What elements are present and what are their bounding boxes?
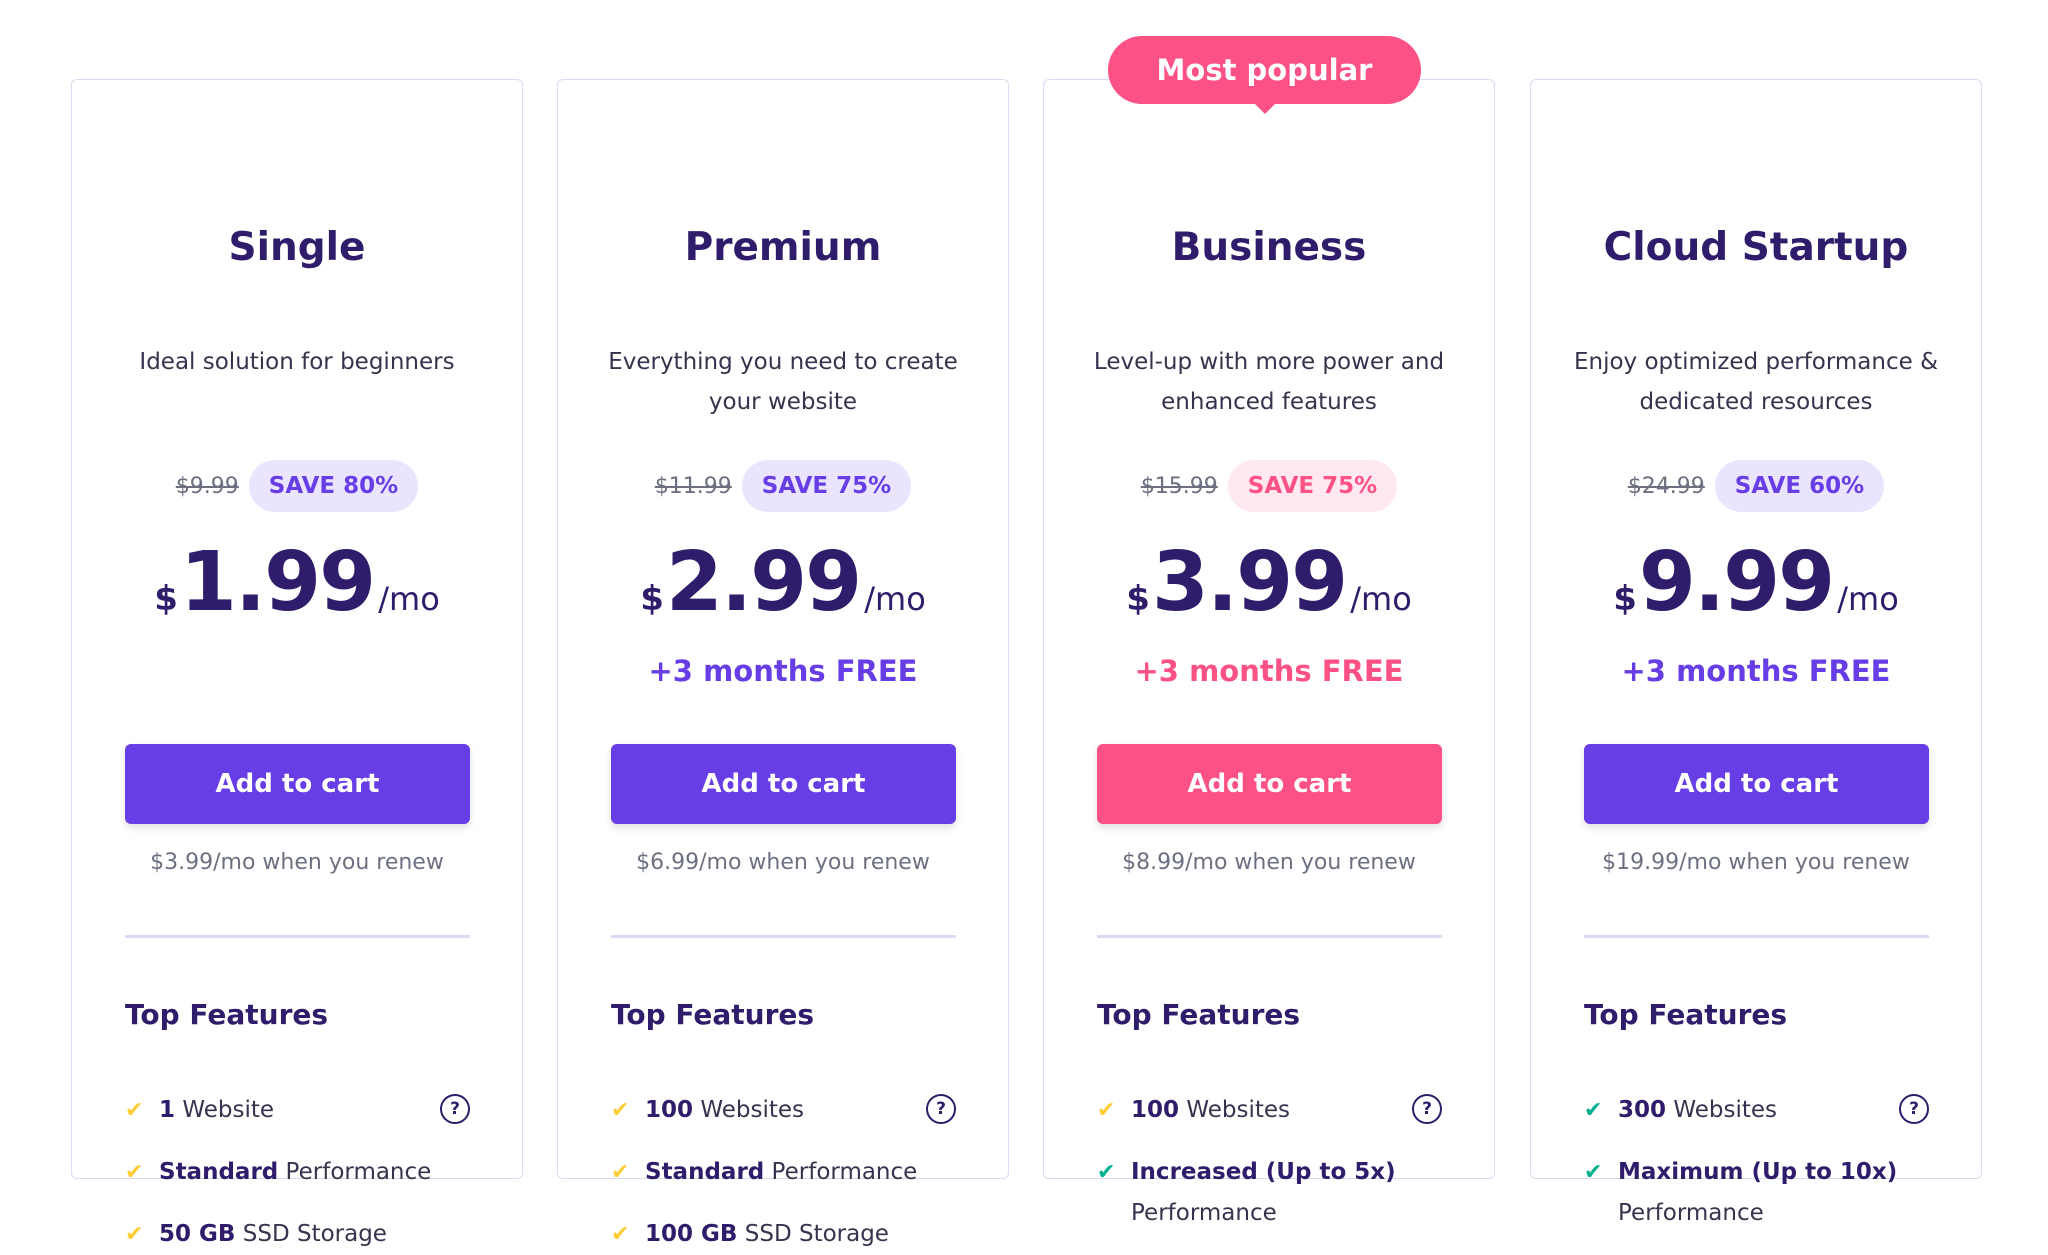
plan-title: Business xyxy=(1171,225,1367,270)
question-circle-icon[interactable]: ? xyxy=(440,1094,470,1124)
plan-price: $ 3.99 /mo xyxy=(1044,535,1494,630)
check-icon: ✔ xyxy=(125,1098,144,1123)
old-price: $9.99 xyxy=(175,473,239,499)
feature-item: ✔ 100 Websites ? xyxy=(611,1090,956,1131)
price-currency: $ xyxy=(640,579,664,619)
divider xyxy=(1097,935,1442,938)
plan-title: Cloud Startup xyxy=(1603,225,1909,270)
discount-row: $15.99 SAVE 75% xyxy=(1044,460,1494,512)
price-currency: $ xyxy=(1126,579,1150,619)
plan-price: $ 2.99 /mo xyxy=(558,535,1008,630)
check-icon: ✔ xyxy=(125,1160,144,1185)
plan-description: Level-up with more power and enhanced fe… xyxy=(1093,349,1445,415)
check-icon: ✔ xyxy=(611,1160,630,1185)
add-to-cart-button[interactable]: Add to cart xyxy=(125,744,470,824)
save-badge: SAVE 75% xyxy=(741,460,912,512)
price-period: /mo xyxy=(378,580,440,618)
feature-item: ✔ Standard Performance xyxy=(611,1152,956,1193)
save-badge: SAVE 75% xyxy=(1227,460,1398,512)
question-circle-icon[interactable]: ? xyxy=(1412,1094,1442,1124)
price-currency: $ xyxy=(1613,579,1637,619)
features-title: Top Features xyxy=(125,998,329,1031)
plan-description: Ideal solution for beginners xyxy=(139,349,455,375)
plan-price: $ 1.99 /mo xyxy=(72,535,522,630)
feature-item: ✔ Maximum (Up to 10x) Performance xyxy=(1584,1152,1929,1233)
features-title: Top Features xyxy=(1584,998,1788,1031)
question-circle-icon[interactable]: ? xyxy=(1899,1094,1929,1124)
most-popular-badge: Most popular xyxy=(1108,36,1421,114)
divider xyxy=(1584,935,1929,938)
renew-price: $19.99/mo when you renew xyxy=(1602,850,1910,875)
divider xyxy=(125,935,470,938)
add-to-cart-button[interactable]: Add to cart xyxy=(1584,744,1929,824)
plan-card-premium: Premium Everything you need to create yo… xyxy=(557,79,1009,1247)
plan-price: $ 9.99 /mo xyxy=(1531,535,1981,630)
plan-title: Single xyxy=(228,225,366,270)
features-title: Top Features xyxy=(1097,998,1301,1031)
plan-description: Everything you need to create your websi… xyxy=(608,349,958,415)
feature-item: ✔ 300 Websites ? xyxy=(1584,1090,1929,1131)
free-months: +3 months FREE xyxy=(648,654,918,688)
check-icon: ✔ xyxy=(1097,1098,1116,1123)
check-icon: ✔ xyxy=(1584,1160,1603,1185)
feature-item: ✔ 1 Website ? xyxy=(125,1090,470,1131)
question-circle-icon[interactable]: ? xyxy=(926,1094,956,1124)
old-price: $15.99 xyxy=(1140,473,1218,499)
feature-item: ✔ Standard Performance xyxy=(125,1152,470,1193)
check-icon: ✔ xyxy=(611,1222,630,1247)
check-icon: ✔ xyxy=(125,1222,144,1247)
plan-card-cloud-startup: Cloud Startup Enjoy optimized performanc… xyxy=(1530,79,1982,1226)
renew-price: $6.99/mo when you renew xyxy=(636,850,930,875)
free-months: +3 months FREE xyxy=(1621,654,1891,688)
price-amount: 1.99 xyxy=(179,535,376,630)
feature-item: ✔ 100 GB SSD Storage xyxy=(611,1214,956,1255)
price-currency: $ xyxy=(154,579,178,619)
discount-row: $11.99 SAVE 75% xyxy=(558,460,1008,512)
renew-price: $8.99/mo when you renew xyxy=(1122,850,1416,875)
price-amount: 3.99 xyxy=(1151,535,1348,630)
plan-description: Enjoy optimized performance & dedicated … xyxy=(1573,349,1939,415)
price-amount: 9.99 xyxy=(1638,535,1835,630)
save-badge: SAVE 80% xyxy=(248,460,419,512)
plan-card-business: Business Level-up with more power and en… xyxy=(1043,79,1495,1226)
feature-item: ✔ Increased (Up to 5x) Performance xyxy=(1097,1152,1442,1233)
features-title: Top Features xyxy=(611,998,815,1031)
divider xyxy=(611,935,956,938)
plan-card-single: Single Ideal solution for beginners $9.9… xyxy=(71,79,523,1247)
free-months: +3 months FREE xyxy=(1134,654,1404,688)
check-icon: ✔ xyxy=(1097,1160,1116,1185)
check-icon: ✔ xyxy=(1584,1098,1603,1123)
price-period: /mo xyxy=(1350,580,1412,618)
save-badge: SAVE 60% xyxy=(1714,460,1885,512)
add-to-cart-button[interactable]: Add to cart xyxy=(611,744,956,824)
discount-row: $24.99 SAVE 60% xyxy=(1531,460,1981,512)
add-to-cart-button[interactable]: Add to cart xyxy=(1097,744,1442,824)
feature-item: ✔ 50 GB SSD Storage xyxy=(125,1214,470,1255)
price-amount: 2.99 xyxy=(665,535,862,630)
renew-price: $3.99/mo when you renew xyxy=(150,850,444,875)
old-price: $24.99 xyxy=(1627,473,1705,499)
old-price: $11.99 xyxy=(654,473,732,499)
discount-row: $9.99 SAVE 80% xyxy=(72,460,522,512)
feature-item: ✔ 100 Websites ? xyxy=(1097,1090,1442,1131)
price-period: /mo xyxy=(864,580,926,618)
plan-title: Premium xyxy=(684,225,882,270)
price-period: /mo xyxy=(1837,580,1899,618)
check-icon: ✔ xyxy=(611,1098,630,1123)
